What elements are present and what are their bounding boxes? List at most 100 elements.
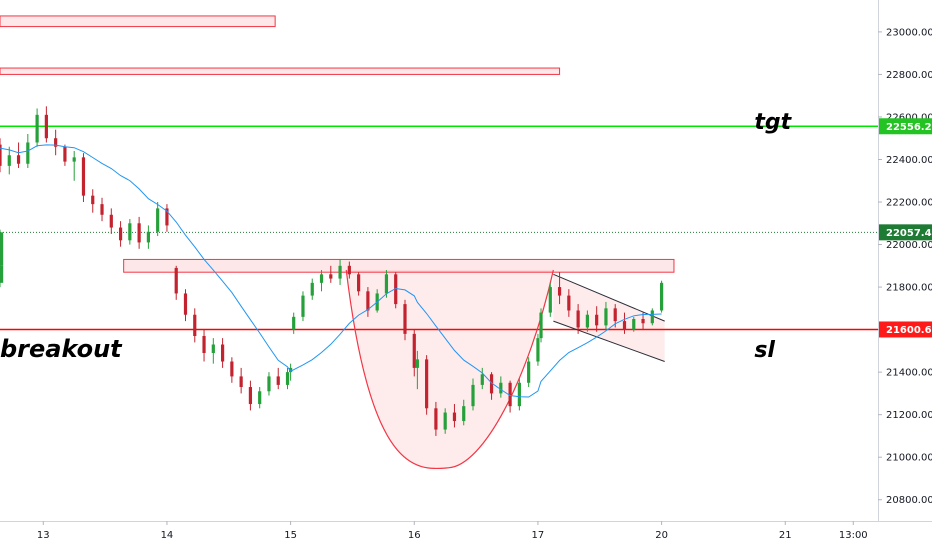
cup-curve: [345, 269, 554, 470]
annotation-breakout: breakout: [0, 335, 123, 363]
candle-body: [174, 267, 178, 294]
candle: [489, 372, 494, 400]
candle-body: [26, 142, 30, 164]
candle: [462, 399, 466, 426]
price-tick-label: 20800.00: [886, 495, 932, 506]
candle: [480, 367, 484, 390]
price-box-tgt-box: [879, 118, 932, 135]
candle-body: [659, 282, 664, 311]
candle: [193, 308, 197, 343]
candle: [100, 197, 104, 222]
candle-body: [641, 318, 645, 324]
candle-body: [480, 374, 484, 385]
time-tick-label: 14: [161, 530, 174, 541]
candle-body: [16, 155, 21, 164]
candle-body: [35, 114, 39, 143]
candle: [72, 150, 76, 181]
candle: [156, 202, 160, 237]
candle: [310, 278, 314, 300]
cup-fill: [346, 270, 554, 469]
price-tick-label: 22000.00: [886, 240, 932, 251]
candle-body: [425, 359, 429, 409]
candle-body: [434, 408, 438, 430]
candle-body: [548, 287, 552, 313]
moving-average-line: [0, 144, 662, 398]
candle-body: [100, 204, 104, 215]
candle-body: [276, 376, 280, 385]
price-box-sl-box: [879, 321, 932, 338]
price-tick-label: 22200.00: [886, 198, 932, 209]
price-box-last-label: 22057.45: [886, 228, 932, 239]
candle-body: [412, 333, 416, 368]
price-tick-label: 21200.00: [886, 410, 932, 421]
candle: [109, 208, 113, 234]
candle: [499, 376, 503, 398]
candle-body: [165, 208, 169, 226]
candle: [585, 310, 589, 332]
candle: [292, 312, 296, 334]
candle: [16, 142, 21, 168]
candle: [595, 306, 599, 332]
candle: [622, 312, 627, 334]
candle-body: [622, 321, 627, 330]
annotations-layer: tgt sl breakout: [0, 110, 793, 363]
moving-average-layer: [0, 144, 662, 398]
candle: [289, 363, 293, 381]
candle-body: [329, 274, 333, 279]
candle-body: [202, 335, 206, 354]
candle: [146, 225, 150, 249]
candle: [536, 333, 540, 366]
candle-body: [517, 382, 521, 407]
candle: [248, 380, 253, 411]
candle: [137, 216, 141, 249]
zones-layer: [0, 15, 675, 273]
candle-body: [632, 318, 636, 330]
candle-body: [0, 144, 2, 166]
price-tick-label: 23000.00: [886, 27, 932, 38]
candle: [641, 312, 645, 330]
price-tick-label: 21800.00: [886, 283, 932, 294]
candle-body: [319, 274, 324, 283]
annotation-sl: sl: [754, 338, 775, 363]
candle: [452, 404, 457, 428]
candle-body: [394, 274, 398, 305]
candle-body: [183, 293, 188, 315]
candle: [258, 387, 262, 409]
candle: [434, 401, 438, 436]
candle: [357, 272, 361, 296]
candle-body: [650, 310, 654, 324]
candle-body: [289, 367, 293, 373]
time-tick-label: 13:00: [839, 530, 868, 541]
candle: [659, 280, 664, 313]
price-tick-label: 21000.00: [886, 453, 932, 464]
candle: [539, 308, 543, 343]
candle: [415, 350, 419, 390]
candle-body: [499, 382, 503, 394]
price-box-last-box: [879, 224, 932, 241]
candle-body: [508, 382, 512, 407]
candle-body: [536, 338, 540, 362]
candle-body: [91, 195, 95, 205]
candle: [517, 378, 521, 411]
candle: [165, 204, 169, 232]
candle-body: [403, 304, 407, 334]
candle-body: [527, 361, 531, 383]
candle: [81, 153, 86, 203]
candle: [0, 263, 4, 288]
candle-body: [357, 274, 361, 292]
candle: [211, 338, 215, 364]
price-axis[interactable]: 20800.0021000.0021200.0021400.0021600.00…: [878, 0, 932, 521]
candle: [7, 146, 11, 175]
candle: [557, 272, 562, 305]
candle: [338, 259, 342, 285]
price-box-sl-label: 21600.62: [886, 325, 932, 336]
candle-body: [211, 344, 215, 354]
candle-body: [539, 312, 543, 339]
candle: [548, 282, 552, 317]
candle-body: [452, 412, 457, 422]
time-axis[interactable]: 13 14 15 16 17 20 21 13:00: [0, 521, 932, 541]
top-zone-0: [0, 15, 276, 28]
candle: [403, 299, 407, 341]
candle-body: [248, 387, 253, 405]
